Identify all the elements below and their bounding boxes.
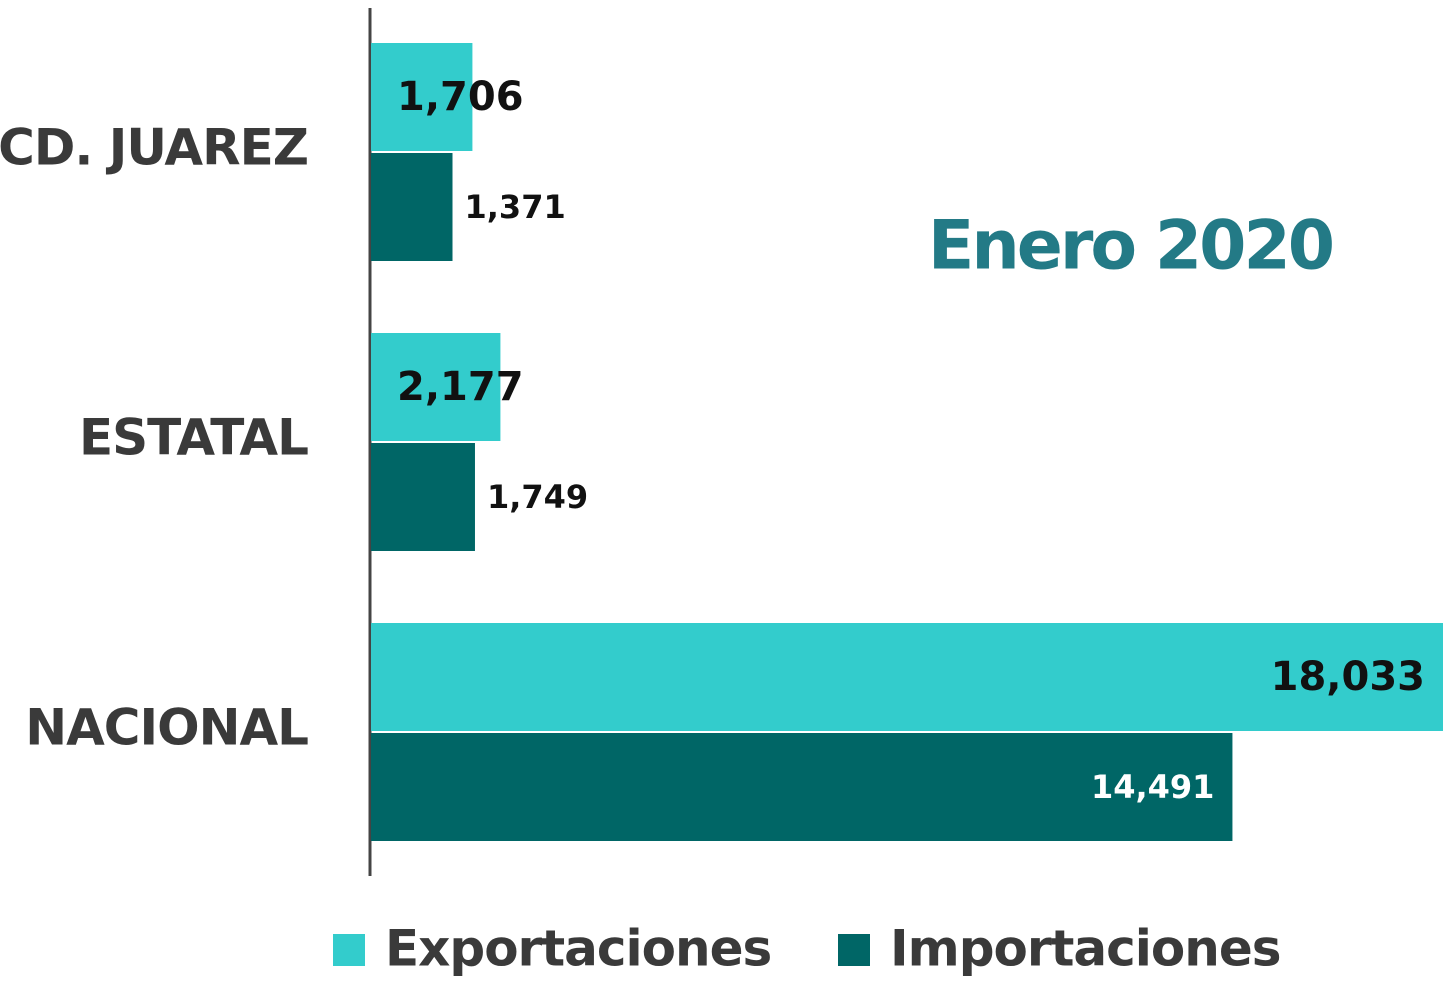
bar (371, 733, 1233, 841)
legend-label: Importaciones (890, 920, 1281, 978)
value-label: 1,749 (487, 478, 588, 516)
category-label: NACIONAL (25, 699, 308, 757)
value-label: 14,491 (1091, 768, 1214, 806)
legend-label: Exportaciones (385, 920, 771, 978)
category-label: ESTATAL (79, 409, 308, 467)
legend-swatch (333, 934, 365, 966)
bar (371, 43, 473, 151)
value-label: 1,371 (465, 188, 566, 226)
category-label: CD. JUAREZ (0, 119, 308, 177)
value-label: 2,177 (397, 364, 524, 410)
bar (371, 623, 1443, 731)
value-label: 18,033 (1271, 654, 1425, 700)
annotation: Enero 2020 (928, 207, 1333, 286)
bar (371, 443, 475, 551)
bar (371, 333, 501, 441)
legend-swatch (838, 934, 870, 966)
bar (371, 153, 453, 261)
value-label: 1,706 (397, 74, 524, 120)
